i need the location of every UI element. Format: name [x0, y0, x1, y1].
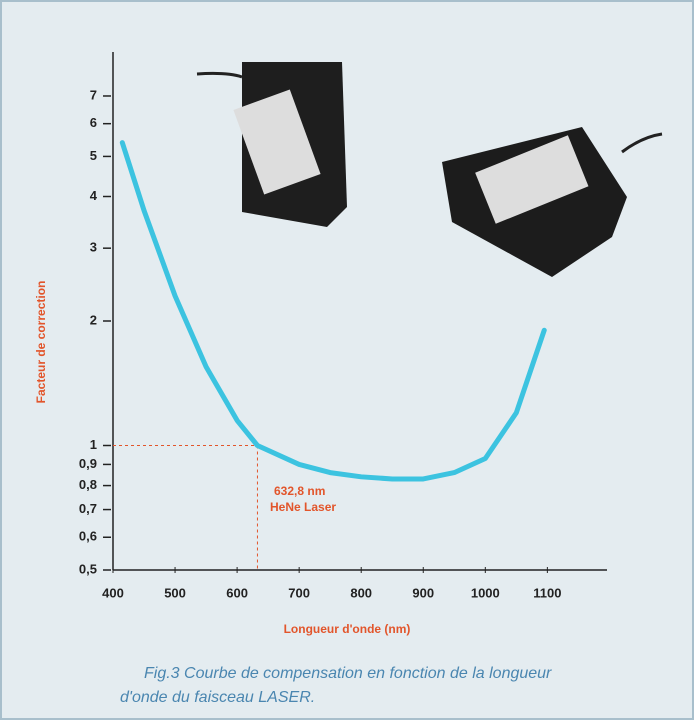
page: Facteur de correction Longueur d'onde (n…	[0, 0, 694, 720]
caption-line: d'onde du faisceau LASER.	[120, 689, 315, 706]
caption-line: Fig.3 Courbe de compensation en fonction…	[144, 665, 552, 682]
y-tick-label: 2	[90, 312, 97, 327]
y-tick-label: 0,6	[79, 529, 97, 544]
y-tick-label: 1	[90, 437, 97, 452]
x-tick-label: 800	[350, 585, 372, 600]
y-tick-label: 3	[90, 240, 97, 255]
x-tick-label: 900	[412, 585, 434, 600]
laser-photo	[197, 62, 662, 277]
y-tick-label: 5	[90, 148, 97, 163]
y-tick-label: 7	[90, 87, 97, 102]
y-tick-label: 4	[90, 188, 98, 203]
x-tick-label: 400	[102, 585, 124, 600]
y-tick-label: 6	[90, 115, 97, 130]
y-tick-label: 0,8	[79, 477, 97, 492]
x-tick-label: 600	[226, 585, 248, 600]
y-axis-label: Facteur de correction	[34, 281, 48, 404]
x-tick-label: 500	[164, 585, 186, 600]
reference-label: HeNe Laser	[270, 500, 336, 514]
y-tick-label: 0,7	[79, 501, 97, 516]
chart: Facteur de correction Longueur d'onde (n…	[2, 2, 692, 718]
reference-label: 632,8 nm	[274, 484, 325, 498]
x-tick-label: 1000	[471, 585, 500, 600]
y-tick-label: 0,5	[79, 561, 97, 576]
x-tick-label: 700	[288, 585, 310, 600]
x-tick-label: 1100	[533, 585, 561, 600]
y-tick-label: 0,9	[79, 456, 97, 471]
x-axis-label: Longueur d'onde (nm)	[284, 622, 411, 636]
